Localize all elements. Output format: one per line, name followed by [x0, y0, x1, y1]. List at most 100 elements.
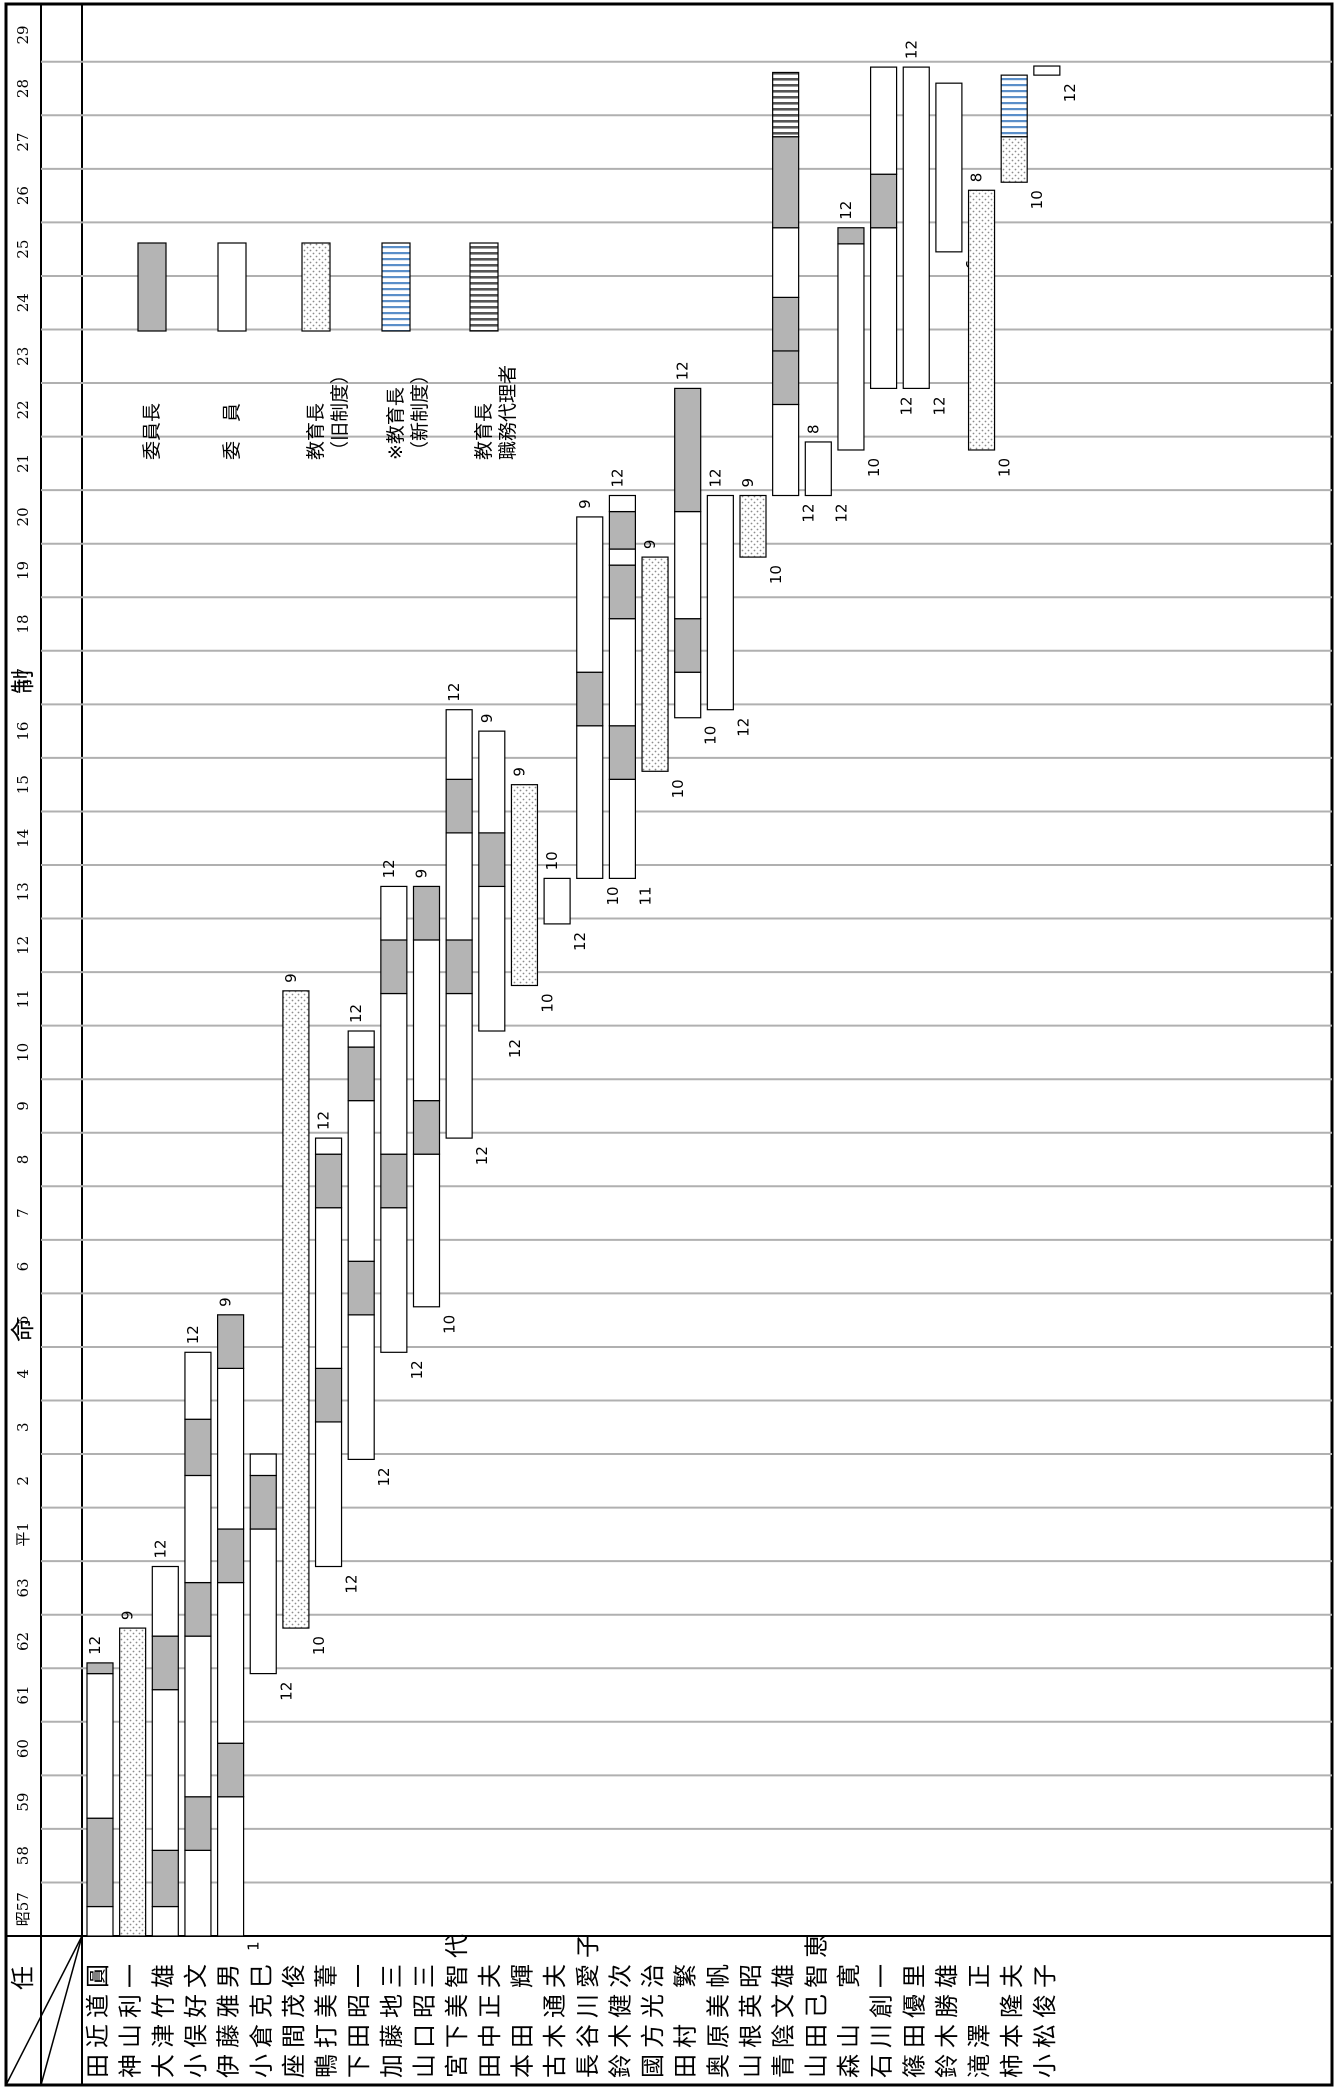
bar-chair: [86, 1662, 114, 1675]
month-label: 12: [930, 396, 948, 415]
bar-chair: [86, 1817, 114, 1908]
legend-swatch-chair: [137, 242, 167, 332]
names: 田近道圓 神山利一 大津竹雄 小俣好文 伊藤雅男 小倉克巳 座間茂俊 鴨打美葦 下田昭一 加藤地三…: [84, 1928, 1059, 2078]
bar-member: [445, 709, 473, 780]
year-label: 12: [14, 936, 32, 955]
bar-chair: [249, 1474, 277, 1530]
bar-member: [217, 1581, 245, 1744]
month-label: 12: [734, 718, 752, 737]
year-grid: 昭57585960616263平123456789101112131415161…: [14, 25, 1332, 1926]
year-label: 58: [14, 1846, 32, 1865]
bar-member: [380, 885, 408, 941]
bar-edu_old: [1000, 136, 1028, 183]
bar-member: [869, 66, 898, 175]
bar-member: [184, 1351, 212, 1420]
bar-chair: [217, 1314, 245, 1369]
year-label: 61: [14, 1685, 32, 1704]
bar-member: [445, 832, 473, 941]
corner-diagonal-2: [40, 1935, 83, 2086]
bar-edu_old: [967, 189, 996, 451]
bar-member: [772, 227, 800, 298]
bar-chair: [608, 564, 637, 620]
year-label: 26: [14, 186, 32, 205]
title-group: 任 命 制: [9, 370, 37, 1990]
year-label: 24: [14, 293, 32, 312]
bar-member: [380, 1207, 408, 1353]
bar-chair: [412, 1100, 441, 1155]
bar-edu_new: [1000, 74, 1028, 138]
person-name: 小倉克巳: [247, 1958, 275, 2078]
year-label: 19: [14, 561, 32, 580]
month-label: 10: [538, 993, 556, 1012]
person-name: 篠田優里: [900, 1958, 928, 2078]
year-label: 昭57: [14, 1892, 32, 1926]
legend-label: （新制度）: [409, 365, 431, 460]
person-name: 山根英昭: [737, 1958, 765, 2078]
legend-swatch-acting: [469, 242, 499, 332]
bar-chair: [445, 939, 473, 995]
month-label: 9: [282, 973, 300, 983]
year-label: 28: [14, 79, 32, 98]
month-label: 8: [804, 424, 822, 434]
month-label: 9: [641, 540, 659, 550]
year-label: 2: [14, 1476, 32, 1486]
year-label: 平1: [14, 1522, 32, 1547]
bar-member: [674, 510, 702, 620]
month-label: 10: [702, 726, 720, 745]
person-name: 神山利一: [117, 1958, 145, 2078]
person-name: 滝澤 正: [966, 1958, 994, 2078]
person-name: 座間茂俊: [280, 1958, 308, 2078]
year-label: 15: [14, 775, 32, 794]
month-label: 10: [865, 458, 883, 477]
month-label: 12: [832, 504, 850, 523]
legend-label: 委 員: [221, 403, 243, 460]
bar-member: [412, 1153, 441, 1308]
bar-member: [314, 1207, 343, 1369]
person-name: 鈴木勝雄: [933, 1958, 961, 2078]
bar-member: [804, 441, 832, 497]
bar-member: [478, 730, 506, 834]
bar-member: [347, 1030, 375, 1048]
bar-member: [314, 1137, 343, 1155]
corner-diagonal-1: [5, 1935, 83, 2086]
month-label: 12: [375, 1467, 393, 1486]
person-name: 古木通夫: [541, 1958, 569, 2078]
bar-member: [347, 1100, 375, 1262]
bar-chair: [184, 1796, 212, 1851]
person-name: 鴨打美葦: [313, 1958, 341, 2078]
bar-chair: [380, 939, 408, 995]
month-label: 1: [245, 1941, 263, 1951]
person-name: 國方光治: [639, 1958, 667, 2078]
person-name: 加藤地三: [378, 1958, 406, 2078]
bar-edu_old: [282, 990, 310, 1629]
bar-member: [902, 66, 930, 390]
bar-chair: [674, 387, 702, 513]
month-label: 12: [902, 40, 920, 59]
year-label: 18: [14, 614, 32, 633]
person-name: 柿本隆夫: [998, 1958, 1026, 2078]
month-label: 8: [968, 173, 986, 183]
bar-member: [217, 1796, 245, 1937]
person-name: 山田己智恵: [802, 1928, 830, 2078]
month-label: 9: [576, 499, 594, 509]
month-label: 9: [119, 1611, 137, 1621]
bar-member: [608, 548, 637, 566]
legend: 委員長委 員教育長 （旧制度） ※教育長 （新制度） 教育長 職務代理者: [137, 242, 519, 460]
bar-member: [674, 671, 702, 719]
year-label: 3: [14, 1423, 32, 1433]
year-label: 6: [14, 1262, 32, 1272]
person-name: 森山 寛: [835, 1958, 863, 2078]
person-name: 鈴木健次: [606, 1958, 634, 2078]
bar-chair: [674, 618, 702, 673]
month-label: 12: [608, 468, 626, 487]
legend-label: 職務代理者: [497, 365, 519, 460]
bar-member: [151, 1905, 179, 1937]
person-name: 長谷川愛子: [574, 1928, 602, 2078]
year-label: 23: [14, 347, 32, 366]
month-label: 10: [604, 886, 622, 905]
year-label: 8: [14, 1155, 32, 1165]
bar-chair: [347, 1046, 375, 1102]
bar-member: [347, 1314, 375, 1461]
month-label: 12: [837, 201, 855, 220]
year-label: 20: [14, 507, 32, 526]
